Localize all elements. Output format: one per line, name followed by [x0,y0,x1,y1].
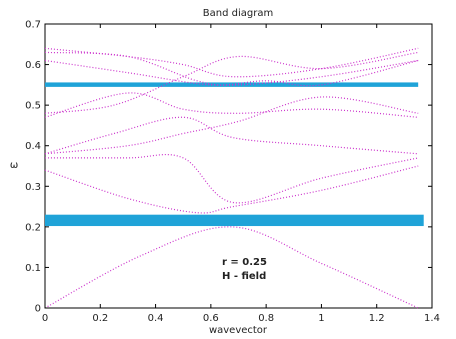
x-tick-label: 1.2 [369,313,385,324]
field-annotation: H - field [222,271,266,282]
x-tick-label: 1 [318,313,324,324]
y-tick-label: 0.4 [25,141,41,152]
band-line-4 [44,116,419,155]
band-line-10 [44,59,419,87]
y-tick-label: 0.5 [25,101,41,112]
x-axis-label: wavevector [209,325,268,336]
y-axis-label: ω [10,160,18,171]
band-gaps [45,82,424,227]
y-tick-label: 0.7 [25,20,41,31]
band-line-3 [44,154,419,204]
band-gap-2 [45,82,419,87]
x-tick-label: 0.6 [203,313,219,324]
y-tick-label: 0.1 [25,263,41,274]
y-tick-label: 0.2 [25,222,41,233]
chart-title: Band diagram [203,8,273,19]
band-line-5 [44,96,419,155]
x-tick-label: 0 [42,313,48,324]
band-line-2 [44,165,419,214]
y-tick-label: 0.6 [25,60,41,71]
y-tick-label: 0.3 [25,182,41,193]
x-tick-label: 0.2 [92,313,108,324]
y-axis-ticks: 0 0.1 0.2 0.3 0.4 0.5 0.6 0.7 [25,20,432,315]
x-tick-label: 0.8 [258,313,274,324]
x-tick-label: 1.4 [424,313,440,324]
band-gap-1 [45,214,424,227]
radius-annotation: r = 0.25 [222,257,267,268]
plot-frame [44,23,433,309]
band-line-9 [44,51,419,86]
band-curves [44,47,419,309]
y-tick-label: 0 [35,304,41,315]
x-tick-label: 0.4 [148,313,164,324]
band-line-8 [44,47,419,78]
band-line-6 [44,92,419,118]
x-axis-ticks: 0 0.2 0.4 0.6 0.8 1 1.2 1.4 [42,24,440,324]
